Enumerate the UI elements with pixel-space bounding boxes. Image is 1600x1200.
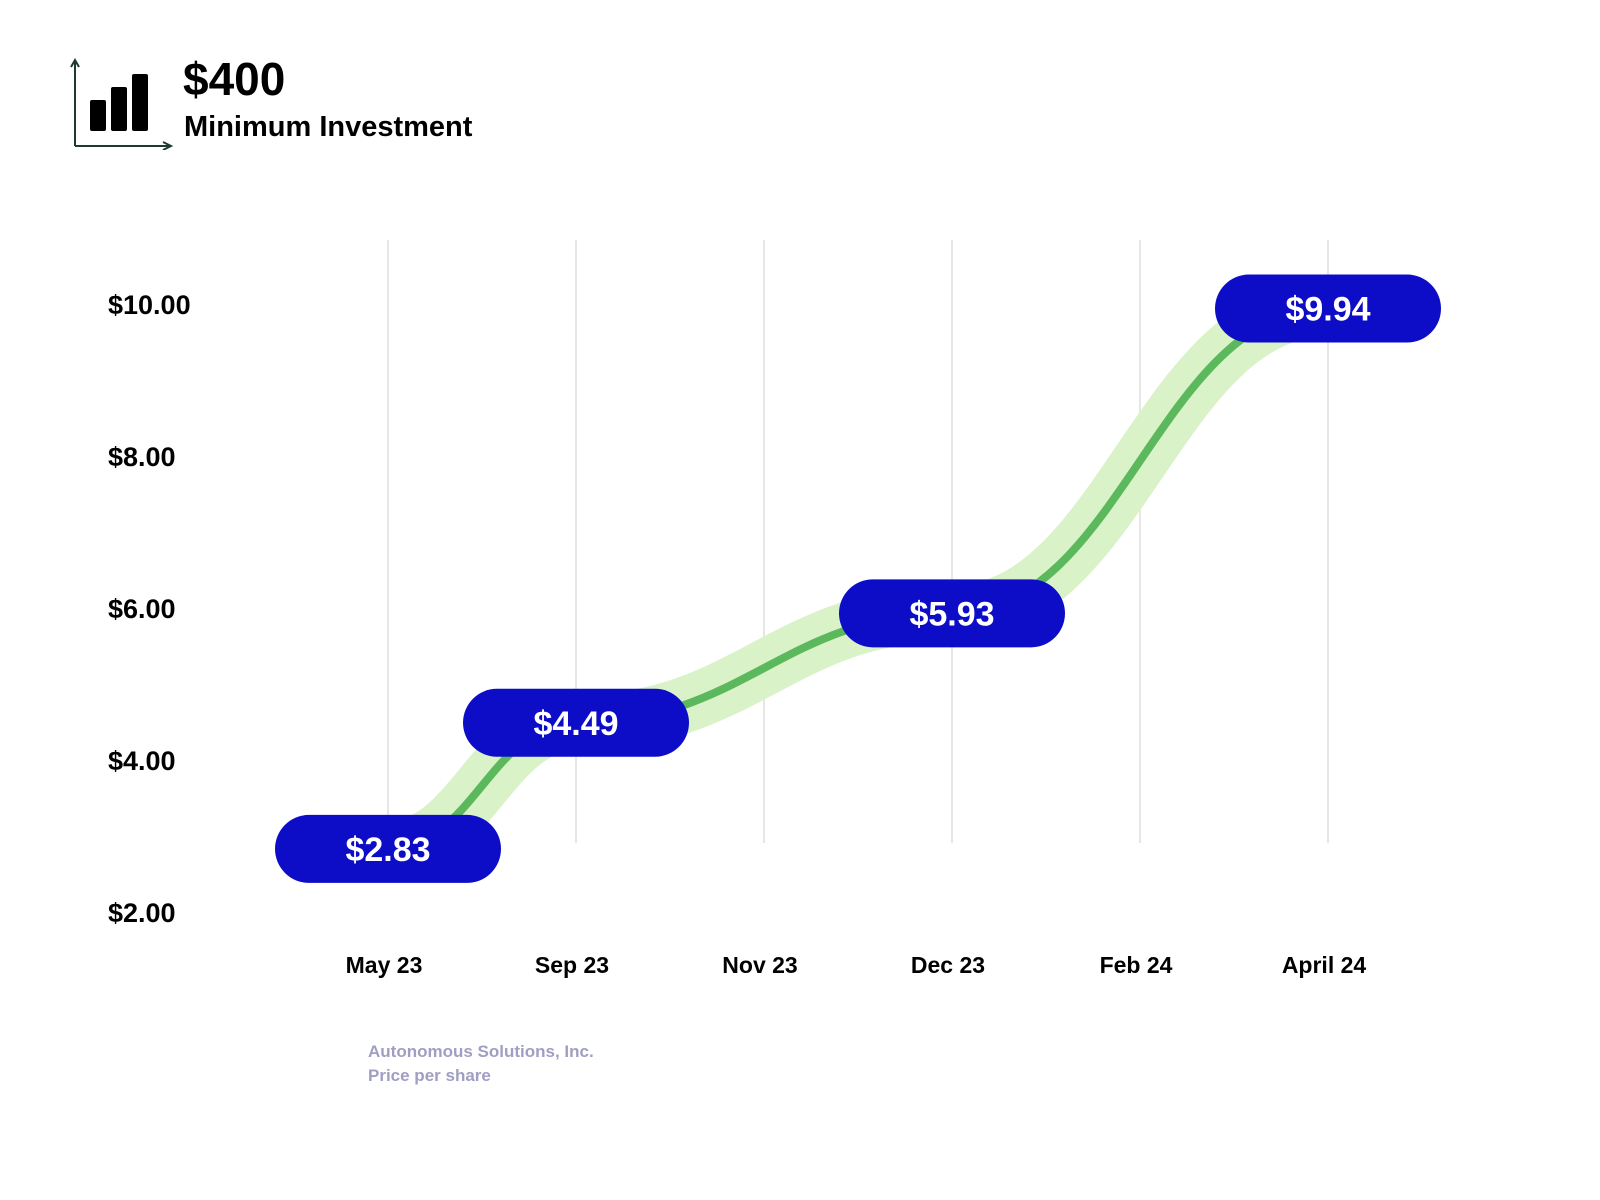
price-pill: $5.93 bbox=[839, 579, 1065, 648]
price-pill-label: $9.94 bbox=[1285, 291, 1370, 329]
x-tick-label: April 24 bbox=[1282, 952, 1367, 978]
x-axis-labels: May 23 Sep 23 Nov 23 Dec 23 Feb 24 April 24 bbox=[346, 952, 1367, 978]
y-tick-label: $4.00 bbox=[108, 746, 176, 776]
header-amount: $400 bbox=[183, 53, 286, 105]
footer-company: Autonomous Solutions, Inc. bbox=[368, 1042, 594, 1061]
price-pill-bg bbox=[275, 814, 501, 883]
footer-caption: Price per share bbox=[368, 1066, 491, 1085]
price-labels: $2.83 $4.49 $5.93 $9.94 bbox=[275, 274, 1441, 883]
price-pill-label: $2.83 bbox=[345, 831, 430, 869]
y-axis-labels: $2.00 $4.00 $6.00 $8.00 $10.00 bbox=[108, 290, 191, 928]
x-tick-label: May 23 bbox=[346, 952, 423, 978]
price-pill: $2.83 bbox=[275, 814, 501, 883]
y-tick-label: $8.00 bbox=[108, 442, 176, 472]
header: $400 Minimum Investment bbox=[70, 52, 630, 152]
x-tick-label: Dec 23 bbox=[911, 952, 985, 978]
trend-line bbox=[384, 304, 1332, 853]
price-pill-bg bbox=[463, 688, 689, 757]
y-tick-label: $10.00 bbox=[108, 290, 191, 320]
x-tick-label: Nov 23 bbox=[722, 952, 797, 978]
x-tick-label: Feb 24 bbox=[1100, 952, 1173, 978]
y-tick-label: $2.00 bbox=[108, 898, 176, 928]
price-pill-bg bbox=[839, 579, 1065, 648]
price-pill-bg bbox=[1215, 274, 1441, 343]
price-pill: $9.94 bbox=[1215, 274, 1441, 343]
y-tick-label: $6.00 bbox=[108, 594, 176, 624]
price-pill: $4.49 bbox=[463, 688, 689, 757]
x-tick-label: Sep 23 bbox=[535, 952, 609, 978]
footer: Autonomous Solutions, Inc. Price per sha… bbox=[368, 1040, 594, 1088]
header-subtitle: Minimum Investment bbox=[184, 111, 473, 143]
price-pill-label: $5.93 bbox=[909, 595, 994, 633]
bar-chart-icon bbox=[70, 58, 174, 150]
price-pill-label: $4.49 bbox=[533, 705, 618, 743]
